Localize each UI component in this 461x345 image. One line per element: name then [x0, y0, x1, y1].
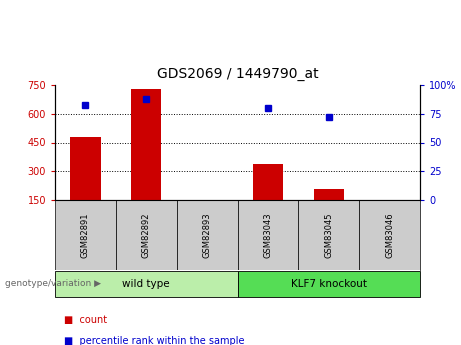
Text: GSM83045: GSM83045 — [324, 212, 333, 258]
Text: GSM82891: GSM82891 — [81, 212, 90, 258]
Bar — [298, 200, 359, 270]
Bar — [359, 200, 420, 270]
Bar — [237, 200, 298, 270]
Text: ■  percentile rank within the sample: ■ percentile rank within the sample — [64, 336, 245, 345]
Bar — [55, 200, 116, 270]
Bar — [177, 200, 237, 270]
Bar — [116, 200, 177, 270]
Text: wild type: wild type — [123, 279, 170, 289]
Bar — [70, 137, 100, 200]
Bar — [313, 189, 344, 200]
Bar — [237, 270, 420, 297]
Text: GSM82893: GSM82893 — [202, 212, 212, 258]
Bar — [253, 164, 283, 200]
Bar — [55, 270, 237, 297]
Bar — [131, 89, 161, 200]
Text: GSM83046: GSM83046 — [385, 212, 394, 258]
Text: GSM83043: GSM83043 — [263, 212, 272, 258]
Text: genotype/variation ▶: genotype/variation ▶ — [5, 279, 100, 288]
Text: KLF7 knockout: KLF7 knockout — [291, 279, 367, 289]
Text: GSM82892: GSM82892 — [142, 212, 151, 258]
Text: ■  count: ■ count — [64, 315, 107, 325]
Title: GDS2069 / 1449790_at: GDS2069 / 1449790_at — [157, 67, 318, 81]
